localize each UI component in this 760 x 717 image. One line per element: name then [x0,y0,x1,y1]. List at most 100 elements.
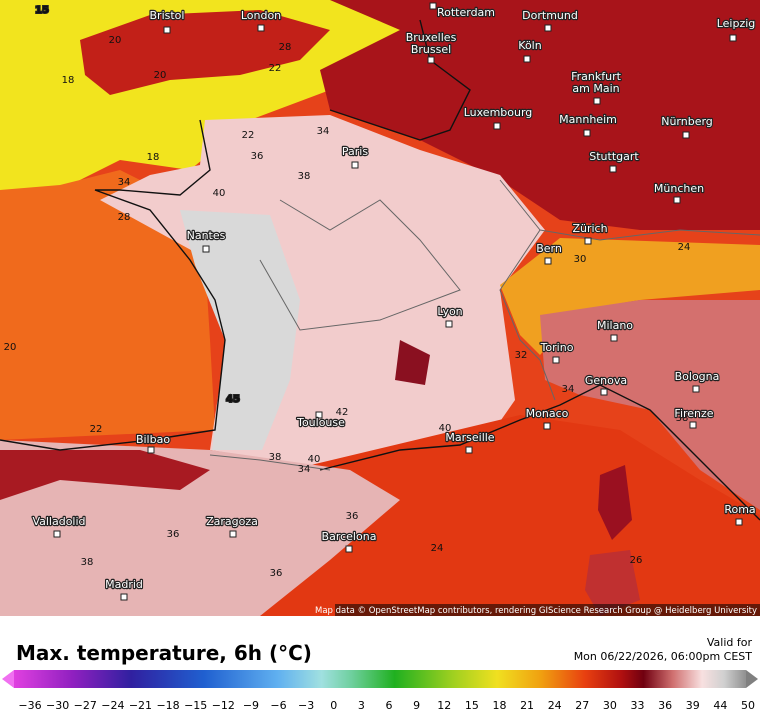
city-label: Paris [342,145,368,158]
city-label: Torino [540,341,574,354]
city-marker [682,131,690,139]
border [499,179,556,401]
city-marker [427,56,435,64]
valid-time: Mon 06/22/2026, 06:00pm CEST [574,650,753,663]
city-marker [120,593,128,601]
city-label: Rotterdam [437,6,495,19]
city-marker [689,421,697,429]
city-label: Marseille [445,431,494,444]
city-label: Madrid [105,578,143,591]
city-label: Stuttgart [589,150,639,163]
spain-field [0,440,400,616]
contour-label: 40 [213,188,226,199]
contour-label: 34 [562,384,575,395]
border [209,454,331,471]
contour-label: 30 [574,254,587,265]
contour-label: 38 [269,452,282,463]
west-france-field [180,210,300,450]
contour-label: 38 [298,171,311,182]
city-marker [202,245,210,253]
colorbar-tick-label: −15 [184,699,207,712]
city-marker [600,388,608,396]
contour-label: 38 [81,557,94,568]
city-label: Barcelona [322,530,377,543]
colorbar-arrow [746,670,758,688]
city-label: Nantes [187,229,226,242]
city-marker [315,411,323,419]
city-label: Monaco [526,407,569,420]
city-label: Mannheim [559,113,617,126]
colorbar-tick-label: −24 [101,699,124,712]
border [329,19,471,141]
contour-label: 22 [269,63,282,74]
colorbar-tick-label: 44 [713,699,727,712]
colorbar-tick-label: 9 [413,699,420,712]
city-label: Milano [597,319,633,332]
valid-label: Valid for [707,636,753,649]
coastline [319,384,760,521]
city-label: Dortmund [522,9,578,22]
hot-spot [395,340,430,385]
colorbar-tick-label: 0 [330,699,337,712]
city-label: Lyon [437,305,462,318]
contour-label: 28 [279,42,292,53]
colorbar-tick-label: 18 [492,699,506,712]
colorbar [2,670,758,688]
city-marker [544,257,552,265]
city-marker [692,385,700,393]
city-label: Valladolid [32,515,85,528]
city-label: Zaragoza [206,515,258,528]
border [539,229,760,241]
colorbar-tick-label: 24 [548,699,562,712]
city-marker [147,446,155,454]
contour-label: 36 [251,151,264,162]
england-field [80,10,330,95]
city-marker [53,530,61,538]
city-marker [583,129,591,137]
contour-label: 42 [336,407,349,418]
contour-label: 34 [317,126,330,137]
colorbar-tick-label: 33 [631,699,645,712]
city-marker [257,24,265,32]
contour-label: 36 [270,568,283,579]
coastline [0,119,226,451]
contour-label: 26 [630,555,643,566]
colorbar-tick-label: 12 [437,699,451,712]
contour-label: 34 [298,464,311,475]
city-label: Leipzig [717,17,756,30]
city-label: Brussel [411,43,451,56]
colorbar-tick-label: −30 [46,699,69,712]
city-marker [351,161,359,169]
city-marker [735,518,743,526]
contour-label: 28 [118,212,131,223]
city-label: Firenze [674,407,713,420]
city-label: London [241,9,281,22]
contour-label: 20 [109,35,122,46]
city-marker [229,530,237,538]
colorbar-tick-label: −9 [243,699,259,712]
contour-label: 45 [226,394,240,405]
colorbar-tick-label: 39 [686,699,700,712]
contour-label: 38 [676,413,689,424]
north-spain-field [0,450,210,500]
colorbar-tick-label: 3 [358,699,365,712]
city-marker [729,34,737,42]
italy-field [540,300,760,510]
city-label: Frankfurt [571,70,621,83]
contour-label: 20 [4,342,17,353]
city-marker [345,545,353,553]
colorbar-tick-label: 6 [386,699,393,712]
city-marker [445,320,453,328]
colorbar-tick-label: 21 [520,699,534,712]
colorbar-tick-label: 15 [465,699,479,712]
city-label: Bruxelles [406,31,457,44]
city-label: Toulouse [296,416,345,429]
colorbar-tick-label: −6 [270,699,286,712]
city-marker [465,446,473,454]
contour-label: 40 [308,454,321,465]
colorbar-arrow [2,670,14,688]
atlantic-field [0,170,215,440]
city-label: Bristol [150,9,185,22]
